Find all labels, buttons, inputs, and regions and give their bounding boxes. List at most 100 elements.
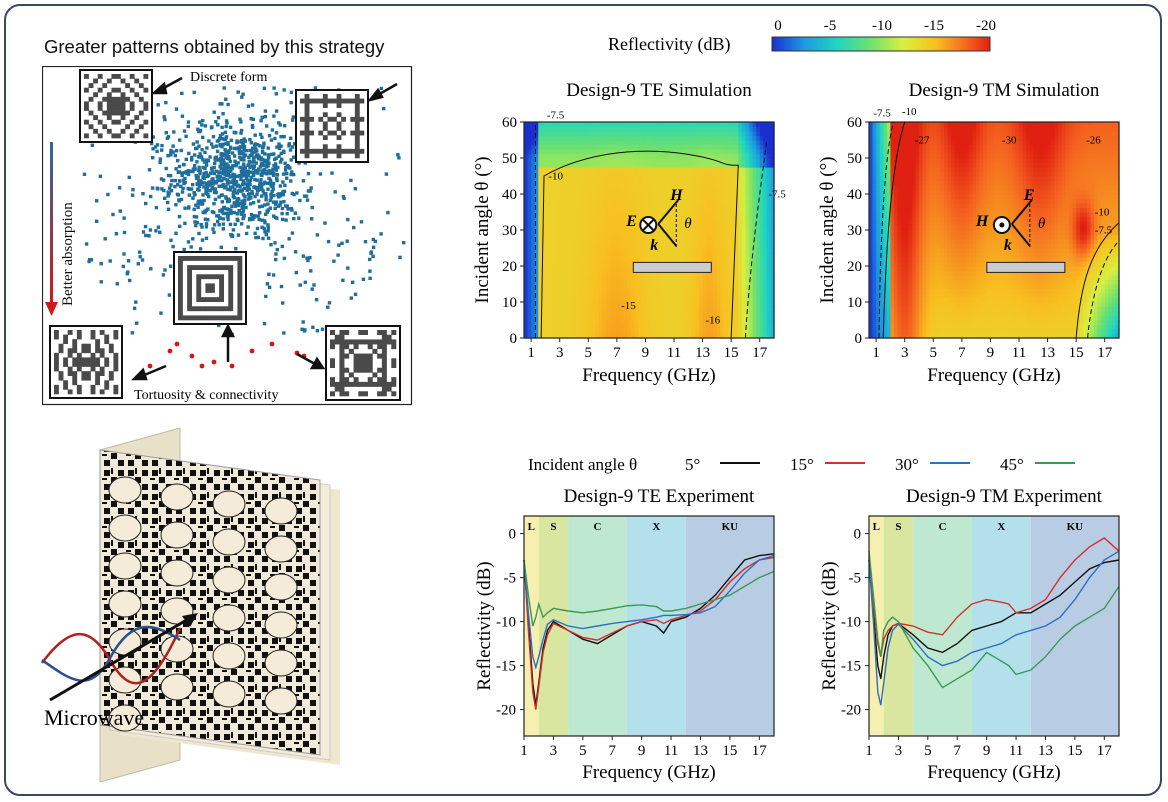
pattern-cell [196, 297, 202, 303]
heatmap-cell [713, 333, 718, 339]
heatmap-cell [724, 189, 729, 195]
heatmap-cell [681, 221, 686, 227]
scatter-point [211, 135, 216, 139]
heatmap-cell [766, 225, 772, 231]
heatmap-cell [566, 230, 572, 236]
pattern-cell [353, 344, 359, 350]
heatmap-cell [591, 207, 597, 213]
heatmap-cell [699, 329, 704, 335]
scatter-point [218, 136, 222, 141]
heatmap-cell [688, 212, 693, 218]
heatmap-cell [702, 320, 707, 326]
pattern-cell [90, 384, 96, 390]
heatmap-cell [624, 203, 629, 209]
heatmap-cell [641, 243, 647, 249]
pattern-cell [344, 353, 350, 359]
heatmap-cell [574, 149, 579, 155]
heatmap-cell [527, 167, 532, 173]
heatmap-cell [659, 270, 664, 276]
heatmap-cell [581, 158, 586, 164]
pattern-tile-border [173, 251, 247, 325]
scatter-point [264, 294, 268, 299]
heatmap-cell [706, 176, 711, 182]
heatmap-cell [691, 162, 697, 168]
scatter-point [247, 159, 251, 163]
pattern-cell [381, 391, 387, 397]
heatmap-cell [545, 221, 550, 227]
heatmap-cell [766, 248, 772, 254]
pattern-cell [138, 124, 144, 130]
heatmap-cell [574, 311, 579, 317]
heatmap-cell [566, 198, 572, 204]
microwave-arrow [49, 616, 191, 702]
pattern-cell [336, 121, 342, 127]
heatmap-cell [524, 234, 529, 240]
heatmap-cell [581, 194, 586, 200]
heatmap-cell [584, 131, 589, 137]
pattern-cell [363, 358, 369, 364]
heatmap-cell [624, 225, 629, 231]
heatmap-cell [631, 135, 636, 141]
heatmap-cell [695, 221, 700, 227]
pattern-cell [93, 128, 99, 134]
pattern-cell [143, 133, 149, 139]
heatmap-cell [606, 315, 611, 321]
pattern-cell [178, 278, 183, 284]
pattern-cell [76, 352, 82, 358]
heatmap-cell [688, 234, 693, 240]
heatmap-cell [549, 302, 554, 308]
stack-circle [160, 521, 194, 549]
heatmap-cell [724, 216, 729, 222]
pattern-cell [143, 101, 149, 107]
heatmap-cell [559, 203, 564, 209]
heatmap-cell [627, 248, 632, 254]
heatmap-cell [534, 266, 539, 272]
heatmap-cell [599, 230, 604, 236]
heatmap-cell [641, 275, 647, 281]
heatmap-cell [570, 315, 575, 321]
heatmap-cell [670, 162, 675, 168]
heatmap-cell [770, 311, 775, 317]
heatmap-cell [677, 171, 682, 177]
heatmap-cell [745, 198, 750, 204]
heatmap-cell [641, 189, 647, 195]
heatmap-cell [713, 329, 718, 335]
heatmap-cell [524, 293, 529, 299]
pattern-cell [76, 389, 82, 395]
heatmap-cell [584, 135, 589, 141]
pattern-cell [363, 339, 369, 345]
heatmap-cell [538, 288, 543, 294]
pattern-cell [353, 367, 359, 373]
scatter-point [248, 195, 253, 200]
heatmap-cell [574, 270, 579, 276]
heatmap-cell [663, 162, 668, 168]
heatmap-cell [709, 306, 714, 312]
scatter-point [227, 149, 231, 153]
scatter-point [260, 225, 264, 229]
pattern-cell [300, 130, 305, 136]
heatmap-cell [713, 248, 718, 254]
scatter-point [293, 211, 297, 215]
heatmap-cell [627, 230, 632, 236]
pattern-cell [228, 269, 234, 275]
heatmap-cell [666, 252, 672, 258]
heatmap-cell [620, 257, 625, 263]
heatmap-cell [549, 257, 554, 263]
heatmap-cell [759, 293, 764, 299]
heatmap-cell [706, 162, 711, 168]
scatter-point [163, 196, 167, 200]
heatmap-cell [745, 176, 750, 182]
heatmap-cell [577, 252, 582, 258]
heatmap-cell [766, 261, 772, 267]
scatter-point [180, 114, 185, 118]
heatmap-cell [659, 239, 664, 245]
heatmap-cell [602, 140, 607, 146]
heatmap-cell [752, 248, 757, 254]
heatmap-cell [541, 167, 547, 173]
heatmap-cell [695, 234, 700, 240]
pattern-cell [372, 372, 378, 378]
heatmap-cell [570, 171, 575, 177]
heatmap-cell [763, 306, 768, 312]
pattern-cell [367, 381, 373, 387]
heatmap-cell [534, 252, 539, 258]
